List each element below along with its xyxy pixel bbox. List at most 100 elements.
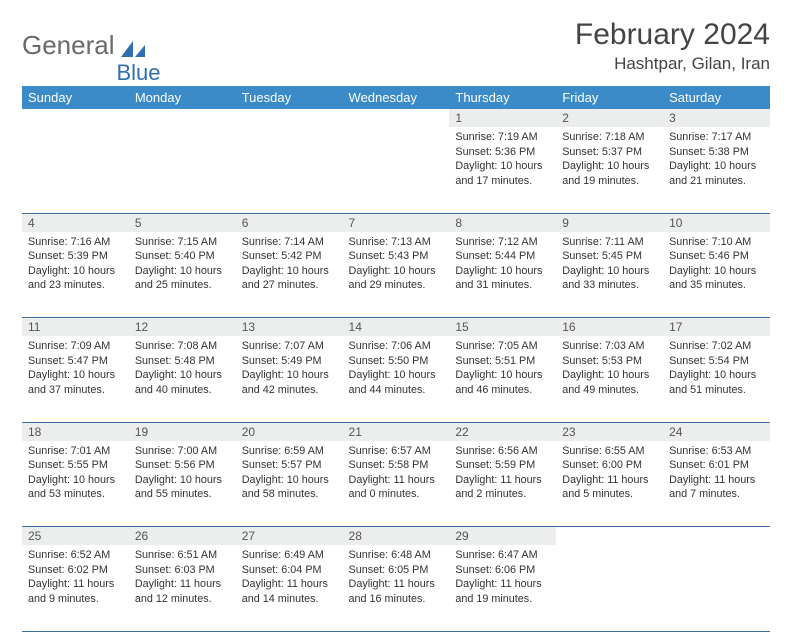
sunrise-line: Sunrise: 7:19 AM: [455, 130, 550, 145]
sunset-line: Sunset: 6:06 PM: [455, 563, 550, 578]
daylight-line: Daylight: 10 hours and 27 minutes.: [242, 264, 337, 293]
day-details: Sunrise: 6:49 AMSunset: 6:04 PMDaylight:…: [236, 545, 343, 611]
day-number: 7: [343, 214, 450, 232]
sunset-line: Sunset: 6:04 PM: [242, 563, 337, 578]
day-number: 25: [22, 527, 129, 545]
day-number: 13: [236, 318, 343, 336]
daylight-line: Daylight: 10 hours and 51 minutes.: [669, 368, 764, 397]
sunrise-line: Sunrise: 6:56 AM: [455, 444, 550, 459]
daylight-line: Daylight: 10 hours and 37 minutes.: [28, 368, 123, 397]
day-number: 2: [556, 109, 663, 127]
day-details: Sunrise: 7:12 AMSunset: 5:44 PMDaylight:…: [449, 232, 556, 298]
day-details: Sunrise: 6:56 AMSunset: 5:59 PMDaylight:…: [449, 441, 556, 507]
day-number: 21: [343, 423, 450, 441]
calendar-cell: Sunrise: 6:48 AMSunset: 6:05 PMDaylight:…: [343, 545, 450, 631]
day-number: 14: [343, 318, 450, 336]
day-header: Monday: [129, 86, 236, 109]
day-number: 17: [663, 318, 770, 336]
daylight-line: Daylight: 10 hours and 40 minutes.: [135, 368, 230, 397]
day-number: [129, 109, 236, 127]
daylight-line: Daylight: 11 hours and 16 minutes.: [349, 577, 444, 606]
day-number: 6: [236, 214, 343, 232]
day-details: Sunrise: 7:07 AMSunset: 5:49 PMDaylight:…: [236, 336, 343, 402]
calendar-cell: [343, 127, 450, 213]
sunset-line: Sunset: 5:58 PM: [349, 458, 444, 473]
day-number: [22, 109, 129, 127]
logo-text-blue: Blue: [117, 60, 161, 86]
sunset-line: Sunset: 5:43 PM: [349, 249, 444, 264]
calendar-cell: Sunrise: 6:59 AMSunset: 5:57 PMDaylight:…: [236, 441, 343, 527]
sunrise-line: Sunrise: 7:06 AM: [349, 339, 444, 354]
sunrise-line: Sunrise: 7:13 AM: [349, 235, 444, 250]
daylight-line: Daylight: 11 hours and 14 minutes.: [242, 577, 337, 606]
day-details: Sunrise: 7:13 AMSunset: 5:43 PMDaylight:…: [343, 232, 450, 298]
calendar-cell: Sunrise: 7:08 AMSunset: 5:48 PMDaylight:…: [129, 336, 236, 422]
daylight-line: Daylight: 10 hours and 42 minutes.: [242, 368, 337, 397]
calendar-cell: Sunrise: 7:10 AMSunset: 5:46 PMDaylight:…: [663, 232, 770, 318]
day-number: 28: [343, 527, 450, 545]
day-details: Sunrise: 6:48 AMSunset: 6:05 PMDaylight:…: [343, 545, 450, 611]
calendar-body: 123Sunrise: 7:19 AMSunset: 5:36 PMDaylig…: [22, 109, 770, 631]
day-header: Friday: [556, 86, 663, 109]
title-block: February 2024 Hashtpar, Gilan, Iran: [575, 18, 770, 74]
day-details: Sunrise: 6:55 AMSunset: 6:00 PMDaylight:…: [556, 441, 663, 507]
day-number: 29: [449, 527, 556, 545]
daylight-line: Daylight: 10 hours and 44 minutes.: [349, 368, 444, 397]
calendar-header-row: SundayMondayTuesdayWednesdayThursdayFrid…: [22, 86, 770, 109]
calendar-cell: Sunrise: 7:09 AMSunset: 5:47 PMDaylight:…: [22, 336, 129, 422]
calendar-cell: Sunrise: 7:18 AMSunset: 5:37 PMDaylight:…: [556, 127, 663, 213]
day-number: 27: [236, 527, 343, 545]
sunrise-line: Sunrise: 6:49 AM: [242, 548, 337, 563]
day-details: Sunrise: 6:57 AMSunset: 5:58 PMDaylight:…: [343, 441, 450, 507]
sunset-line: Sunset: 6:01 PM: [669, 458, 764, 473]
day-details: Sunrise: 6:51 AMSunset: 6:03 PMDaylight:…: [129, 545, 236, 611]
sunset-line: Sunset: 5:37 PM: [562, 145, 657, 160]
sunrise-line: Sunrise: 6:47 AM: [455, 548, 550, 563]
location: Hashtpar, Gilan, Iran: [575, 54, 770, 74]
calendar-cell: Sunrise: 6:52 AMSunset: 6:02 PMDaylight:…: [22, 545, 129, 631]
day-number: 26: [129, 527, 236, 545]
daylight-line: Daylight: 10 hours and 49 minutes.: [562, 368, 657, 397]
day-details: Sunrise: 7:03 AMSunset: 5:53 PMDaylight:…: [556, 336, 663, 402]
day-details: Sunrise: 7:11 AMSunset: 5:45 PMDaylight:…: [556, 232, 663, 298]
day-number: 19: [129, 423, 236, 441]
calendar-cell: [556, 545, 663, 631]
sunrise-line: Sunrise: 7:08 AM: [135, 339, 230, 354]
daylight-line: Daylight: 10 hours and 33 minutes.: [562, 264, 657, 293]
day-details: Sunrise: 6:59 AMSunset: 5:57 PMDaylight:…: [236, 441, 343, 507]
calendar-cell: Sunrise: 7:12 AMSunset: 5:44 PMDaylight:…: [449, 232, 556, 318]
sunset-line: Sunset: 6:05 PM: [349, 563, 444, 578]
sunset-line: Sunset: 5:54 PM: [669, 354, 764, 369]
daylight-line: Daylight: 11 hours and 5 minutes.: [562, 473, 657, 502]
sunset-line: Sunset: 5:39 PM: [28, 249, 123, 264]
sunset-line: Sunset: 5:46 PM: [669, 249, 764, 264]
calendar-cell: Sunrise: 7:19 AMSunset: 5:36 PMDaylight:…: [449, 127, 556, 213]
calendar-cell: Sunrise: 6:55 AMSunset: 6:00 PMDaylight:…: [556, 441, 663, 527]
day-details: Sunrise: 7:18 AMSunset: 5:37 PMDaylight:…: [556, 127, 663, 193]
month-title: February 2024: [575, 18, 770, 52]
sunrise-line: Sunrise: 7:14 AM: [242, 235, 337, 250]
sunset-line: Sunset: 5:36 PM: [455, 145, 550, 160]
sunset-line: Sunset: 5:51 PM: [455, 354, 550, 369]
sunrise-line: Sunrise: 7:03 AM: [562, 339, 657, 354]
daylight-line: Daylight: 10 hours and 46 minutes.: [455, 368, 550, 397]
sunset-line: Sunset: 5:40 PM: [135, 249, 230, 264]
sunset-line: Sunset: 6:02 PM: [28, 563, 123, 578]
daylight-line: Daylight: 10 hours and 17 minutes.: [455, 159, 550, 188]
sunrise-line: Sunrise: 7:10 AM: [669, 235, 764, 250]
calendar-cell: Sunrise: 7:02 AMSunset: 5:54 PMDaylight:…: [663, 336, 770, 422]
daylight-line: Daylight: 10 hours and 31 minutes.: [455, 264, 550, 293]
calendar-cell: Sunrise: 6:49 AMSunset: 6:04 PMDaylight:…: [236, 545, 343, 631]
day-details: Sunrise: 6:53 AMSunset: 6:01 PMDaylight:…: [663, 441, 770, 507]
sunrise-line: Sunrise: 7:07 AM: [242, 339, 337, 354]
day-number: 3: [663, 109, 770, 127]
day-header: Sunday: [22, 86, 129, 109]
daylight-line: Daylight: 11 hours and 7 minutes.: [669, 473, 764, 502]
day-details: Sunrise: 7:06 AMSunset: 5:50 PMDaylight:…: [343, 336, 450, 402]
logo: General Blue: [22, 18, 163, 72]
day-number: 1: [449, 109, 556, 127]
daylight-line: Daylight: 10 hours and 53 minutes.: [28, 473, 123, 502]
daylight-line: Daylight: 10 hours and 58 minutes.: [242, 473, 337, 502]
calendar-cell: Sunrise: 6:47 AMSunset: 6:06 PMDaylight:…: [449, 545, 556, 631]
day-details: Sunrise: 7:19 AMSunset: 5:36 PMDaylight:…: [449, 127, 556, 193]
